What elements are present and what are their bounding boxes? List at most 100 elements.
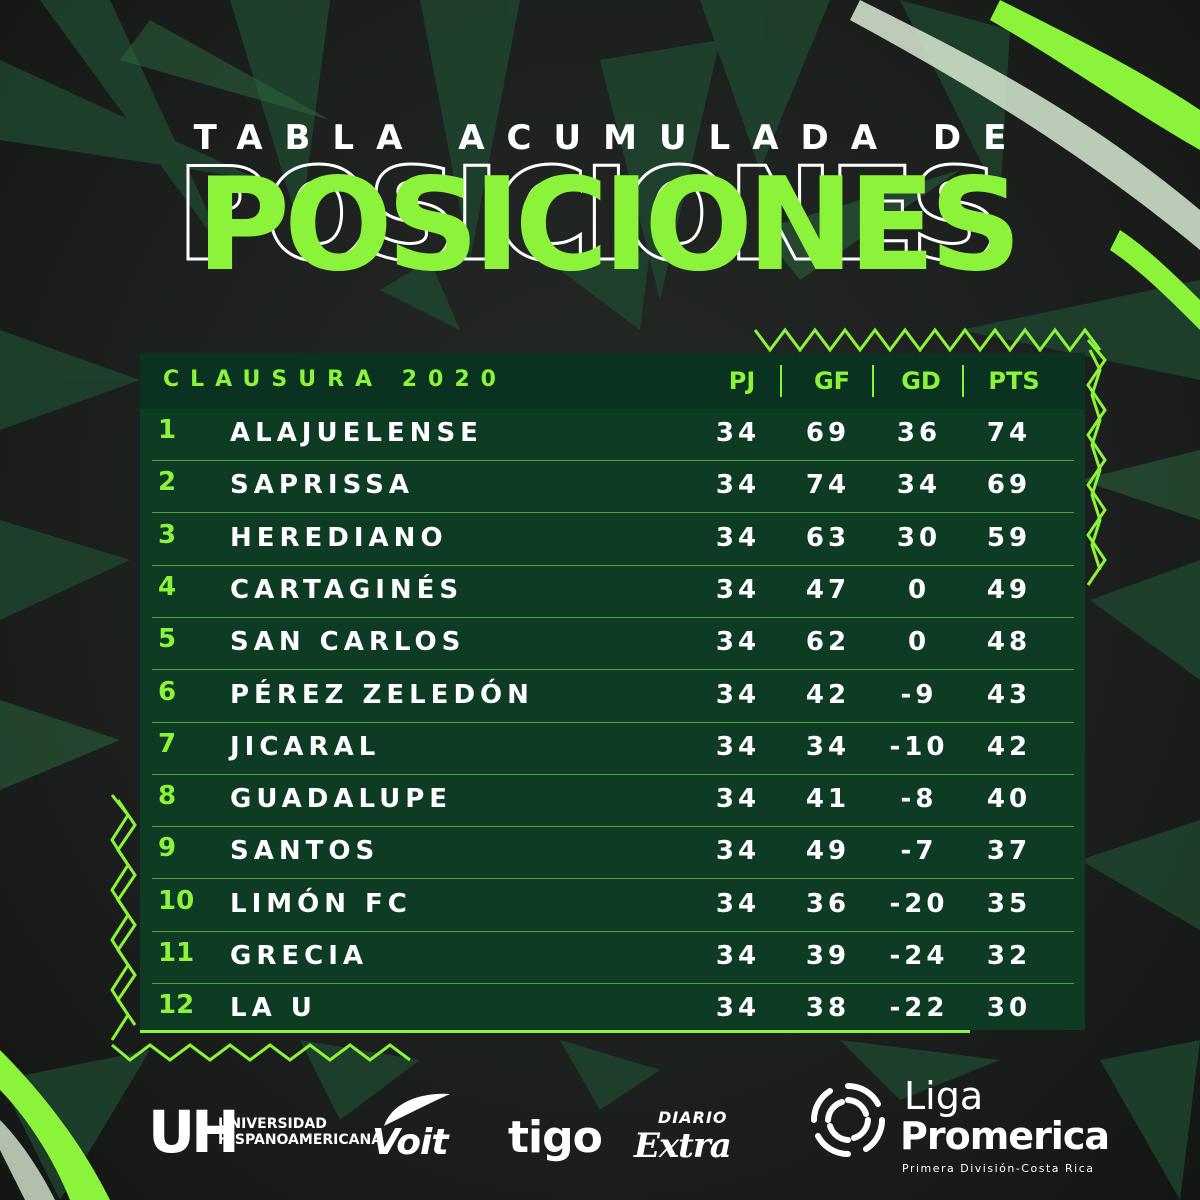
row-team-name: GUADALUPE bbox=[230, 784, 453, 815]
row-team-name: SAN CARLOS bbox=[230, 627, 466, 658]
row-pts: 30 bbox=[986, 993, 1032, 1024]
row-team-name: JICARAL bbox=[230, 731, 381, 762]
row-pj: 34 bbox=[715, 522, 761, 553]
row-divider bbox=[152, 460, 1074, 461]
table-row: 12 LA U 34 38 -22 30 bbox=[140, 984, 1085, 1036]
row-pj: 34 bbox=[715, 679, 761, 710]
row-team-name: LA U bbox=[230, 993, 317, 1024]
row-divider bbox=[152, 878, 1074, 880]
row-position: 12 bbox=[158, 990, 195, 1021]
row-gd: 0 bbox=[907, 627, 931, 658]
table-header: CLAUSURA 2020 PJ GF GD PTS bbox=[140, 353, 1085, 409]
uh-logo: UH bbox=[148, 1098, 240, 1166]
row-pts: 49 bbox=[986, 574, 1032, 605]
tigo-logo: tigo bbox=[508, 1112, 603, 1163]
row-position: 3 bbox=[158, 519, 177, 550]
headline-kicker: TABLA ACUMULADA DE bbox=[193, 118, 1029, 158]
row-divider bbox=[152, 669, 1074, 671]
row-position: 4 bbox=[158, 571, 177, 602]
row-pts: 40 bbox=[986, 784, 1032, 815]
row-divider bbox=[152, 616, 1074, 618]
sponsor-strip: UH UNIVERSIDAD HISPANOAMERICANA Voit tig… bbox=[0, 1070, 1200, 1180]
table-underline bbox=[140, 1030, 970, 1033]
row-divider bbox=[152, 512, 1074, 514]
row-divider bbox=[152, 773, 1074, 775]
row-position: 2 bbox=[158, 467, 177, 498]
row-gd: -10 bbox=[889, 731, 949, 762]
row-pj: 34 bbox=[715, 627, 761, 658]
row-team-name: SANTOS bbox=[230, 836, 380, 867]
row-position: 5 bbox=[158, 624, 177, 655]
column-header-pj: PJ bbox=[728, 367, 756, 395]
row-gd: -9 bbox=[900, 679, 938, 710]
page-title: POSICIONES POSICIONES bbox=[0, 144, 1200, 302]
row-divider bbox=[152, 983, 1074, 984]
standings-table: CLAUSURA 2020 PJ GF GD PTS 1 ALAJUELENSE 3… bbox=[140, 353, 1085, 1030]
row-position: 1 bbox=[158, 415, 177, 445]
table-row: 7 JICARAL 34 34 -10 42 bbox=[140, 723, 1085, 775]
row-pts: 74 bbox=[986, 418, 1032, 448]
table-row: 8 GUADALUPE 34 41 -8 40 bbox=[140, 775, 1085, 828]
column-header-gd: GD bbox=[901, 367, 941, 395]
row-position: 6 bbox=[158, 676, 177, 707]
row-gd: -22 bbox=[889, 993, 949, 1024]
title-fill: POSICIONES bbox=[196, 151, 1022, 300]
row-gf: 42 bbox=[805, 679, 851, 710]
row-pts: 48 bbox=[986, 627, 1032, 658]
row-team-name: PÉREZ ZELEDÓN bbox=[230, 679, 534, 710]
title-outline: POSICIONES bbox=[175, 141, 1004, 290]
row-pts: 35 bbox=[986, 888, 1032, 919]
row-pts: 37 bbox=[986, 836, 1032, 867]
column-separator bbox=[780, 365, 782, 397]
row-pj: 34 bbox=[715, 470, 761, 501]
row-position: 7 bbox=[158, 728, 177, 759]
diario-extra-logo: Extra bbox=[634, 1126, 732, 1166]
row-pts: 42 bbox=[986, 731, 1032, 762]
row-team-name: ALAJUELENSE bbox=[230, 418, 483, 448]
row-pj: 34 bbox=[715, 784, 761, 815]
promerica-logo-text: Promerica bbox=[900, 1114, 1110, 1158]
row-pj: 34 bbox=[715, 731, 761, 762]
row-gf: 41 bbox=[805, 784, 851, 815]
row-gf: 34 bbox=[805, 731, 851, 762]
row-pj: 34 bbox=[715, 941, 761, 971]
row-pj: 34 bbox=[715, 574, 761, 605]
row-pj: 34 bbox=[715, 836, 761, 867]
row-gd: -20 bbox=[889, 888, 949, 919]
uh-line-1: UNIVERSIDAD bbox=[218, 1116, 327, 1132]
column-separator bbox=[872, 365, 874, 397]
column-header-pts: PTS bbox=[988, 367, 1040, 395]
column-header-gf: GF bbox=[813, 367, 851, 395]
table-row: 2 SAPRISSA 34 74 34 69 bbox=[140, 461, 1085, 514]
row-gd: 30 bbox=[896, 522, 942, 553]
row-gf: 47 bbox=[805, 574, 851, 605]
row-pj: 34 bbox=[715, 888, 761, 919]
liga-subtitle: Primera División-Costa Rica bbox=[902, 1162, 1095, 1175]
row-gf: 63 bbox=[805, 522, 851, 553]
liga-logo-text: Liga bbox=[904, 1074, 984, 1118]
table-row: 3 HEREDIANO 34 63 30 59 bbox=[140, 514, 1085, 566]
row-gf: 39 bbox=[805, 941, 851, 971]
uh-wordmark: UNIVERSIDAD HISPANOAMERICANA bbox=[218, 1116, 382, 1148]
row-divider bbox=[152, 721, 1074, 723]
row-position: 11 bbox=[158, 938, 195, 968]
row-pj: 34 bbox=[715, 993, 761, 1024]
row-gd: -7 bbox=[900, 836, 938, 867]
row-divider bbox=[152, 564, 1074, 566]
row-pts: 32 bbox=[986, 941, 1032, 971]
season-label: CLAUSURA 2020 bbox=[163, 367, 507, 392]
row-team-name: GRECIA bbox=[230, 941, 368, 971]
row-gf: 49 bbox=[805, 836, 851, 867]
row-gf: 62 bbox=[805, 627, 851, 658]
table-row: 6 PÉREZ ZELEDÓN 34 42 -9 43 bbox=[140, 671, 1085, 723]
row-gd: -24 bbox=[889, 941, 949, 971]
column-separator bbox=[962, 365, 964, 397]
row-pts: 43 bbox=[986, 679, 1032, 710]
table-row: 1 ALAJUELENSE 34 69 36 74 bbox=[140, 409, 1085, 461]
table-row: 4 CARTAGINÉS 34 47 0 49 bbox=[140, 566, 1085, 618]
row-gf: 36 bbox=[805, 888, 851, 919]
row-position: 8 bbox=[158, 781, 177, 812]
uh-line-2: HISPANOAMERICANA bbox=[218, 1132, 383, 1148]
row-gd: -8 bbox=[900, 784, 938, 815]
